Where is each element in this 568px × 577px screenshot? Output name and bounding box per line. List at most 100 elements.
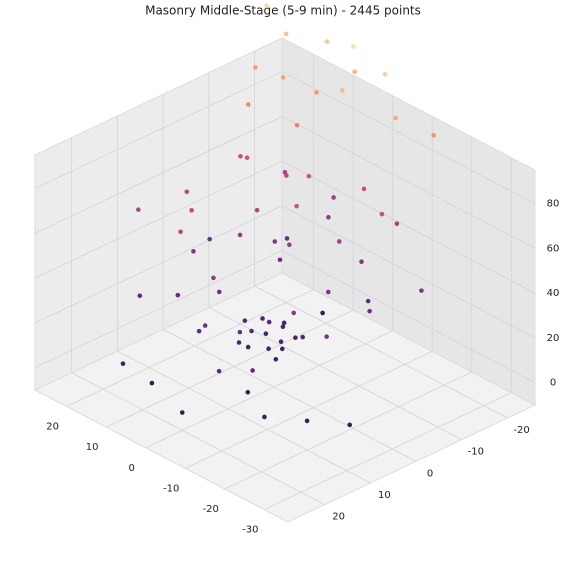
- point: [278, 339, 284, 345]
- point: [238, 154, 243, 159]
- point: [394, 221, 400, 227]
- point: [336, 239, 342, 244]
- point: [196, 328, 202, 334]
- grid-line: [34, 160, 283, 279]
- point: [293, 335, 298, 341]
- point: [361, 186, 367, 192]
- point: [184, 189, 190, 195]
- point: [136, 207, 141, 212]
- point: [300, 334, 305, 340]
- point: [431, 133, 436, 138]
- point: [175, 292, 181, 298]
- point: [367, 308, 372, 314]
- point: [202, 323, 208, 328]
- grid-line: [254, 285, 508, 419]
- point: [284, 236, 290, 241]
- grid-line: [162, 328, 417, 462]
- point: [272, 239, 278, 244]
- point: [304, 418, 310, 424]
- point: [280, 75, 286, 80]
- grid-line: [34, 71, 283, 189]
- point: [237, 329, 243, 335]
- y-tick-label: -20: [513, 425, 529, 436]
- grid-line: [71, 372, 325, 506]
- y-tick-label: 0: [427, 468, 433, 479]
- y-tick-label: 10: [378, 490, 391, 501]
- point: [359, 259, 364, 264]
- point: [266, 319, 272, 325]
- point: [347, 422, 353, 428]
- point: [291, 310, 297, 316]
- grid-line: [281, 160, 536, 294]
- point: [249, 328, 254, 334]
- y-tick-label: 20: [332, 512, 345, 523]
- grid-line: [34, 205, 283, 324]
- point: [283, 31, 289, 37]
- point: [189, 208, 194, 213]
- grid-line: [264, 392, 512, 510]
- point: [279, 346, 285, 352]
- grid-line: [145, 330, 393, 449]
- point: [149, 380, 155, 386]
- point: [245, 344, 251, 350]
- point: [120, 361, 126, 366]
- x-tick-label: 20: [46, 422, 59, 433]
- point: [216, 368, 222, 374]
- point: [326, 214, 331, 220]
- grid-line: [281, 250, 536, 383]
- grid-line: [34, 250, 283, 368]
- x-tick-label: -20: [203, 504, 219, 515]
- point: [254, 207, 260, 213]
- point: [324, 334, 329, 339]
- point: [320, 310, 325, 316]
- point: [207, 236, 212, 242]
- z-tick-label: 20: [547, 333, 560, 344]
- grid-line: [105, 309, 354, 428]
- point: [178, 229, 183, 235]
- point: [314, 90, 319, 95]
- x-tick-label: 0: [129, 463, 135, 474]
- grid-line: [66, 289, 314, 407]
- point: [382, 72, 388, 77]
- point: [379, 211, 385, 217]
- point: [253, 65, 258, 70]
- x-tick-label: 10: [86, 442, 99, 453]
- point: [294, 203, 299, 209]
- z-tick-label: 80: [547, 199, 560, 210]
- point: [242, 318, 248, 323]
- point: [351, 44, 356, 49]
- z-tick-label: 0: [550, 378, 556, 389]
- point: [264, 3, 269, 9]
- point: [262, 414, 267, 420]
- grid-line: [281, 71, 536, 204]
- grid-line: [224, 371, 472, 490]
- point: [246, 102, 251, 107]
- point: [287, 242, 292, 248]
- point: [179, 410, 185, 415]
- grid-line: [185, 351, 433, 469]
- point: [273, 357, 279, 362]
- point: [352, 69, 357, 75]
- point: [191, 249, 196, 254]
- point: [211, 275, 216, 281]
- point: [306, 173, 312, 179]
- point: [263, 331, 269, 337]
- z-tick-label: 40: [547, 288, 560, 299]
- chart-title: Masonry Middle-Stage (5-9 min) - 2445 po…: [145, 4, 421, 18]
- y-tick-label: -10: [468, 447, 484, 458]
- grid-line: [117, 350, 371, 484]
- point: [236, 340, 242, 345]
- x-tick-label: -10: [163, 483, 179, 494]
- point: [419, 288, 424, 293]
- point: [216, 289, 222, 295]
- point: [266, 346, 271, 352]
- point: [393, 115, 398, 121]
- x-tick-label: -30: [242, 525, 258, 536]
- point: [237, 232, 243, 238]
- point: [244, 155, 250, 161]
- grid-line: [281, 205, 536, 339]
- point: [137, 293, 143, 299]
- grid-line: [281, 115, 536, 249]
- z-tick-label: 60: [547, 243, 560, 254]
- point: [284, 173, 289, 178]
